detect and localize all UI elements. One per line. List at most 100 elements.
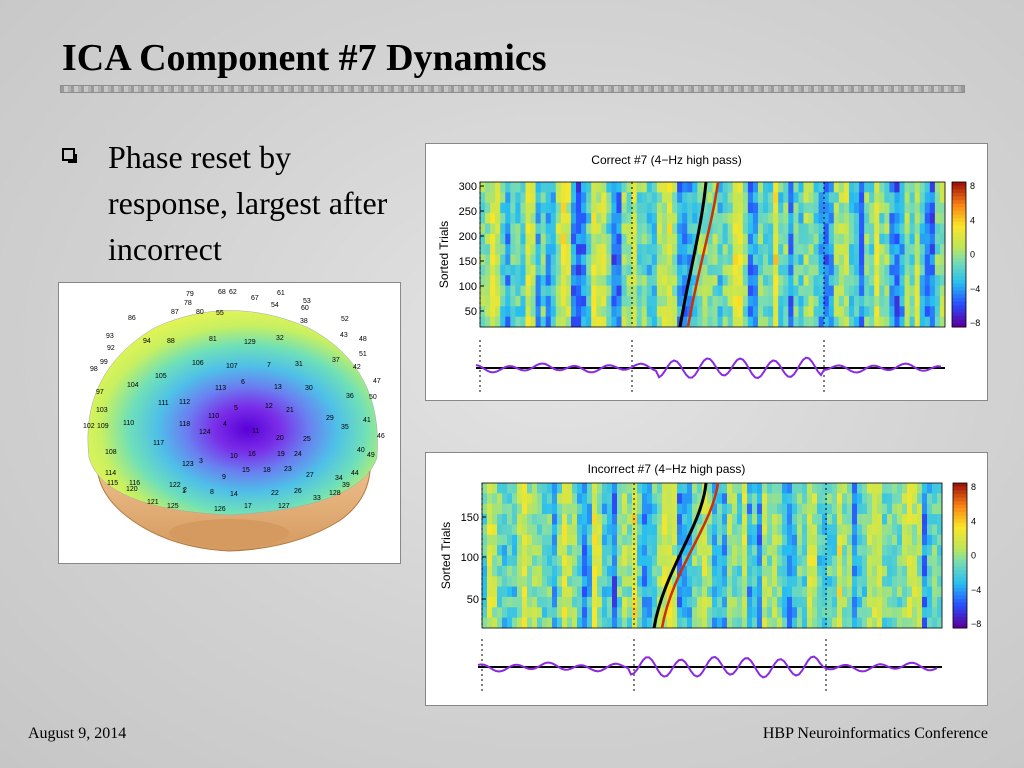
heatmap-cell [717,596,723,608]
heatmap-cell [914,295,921,307]
heatmap-cell [616,182,622,193]
heatmap-cell [611,213,617,224]
heatmap-cell [560,244,567,255]
heatmap-cell [637,534,643,546]
heatmap-cell [919,264,926,276]
heatmap-cell [777,576,783,587]
heatmap-cell [884,233,890,245]
heatmap-cell [572,493,578,505]
heatmap-cell [601,182,607,193]
heatmap-cell [677,223,683,235]
heatmap-cell [822,545,828,556]
heatmap-cell [552,514,558,525]
heatmap-cell [747,295,754,307]
heatmap-cell [783,192,789,204]
heatmap-cell [832,545,838,556]
heatmap-cell [565,244,572,255]
heatmap-cell [692,596,698,608]
heatmap-cell [879,233,885,245]
heatmap-cell [922,493,928,505]
heatmap-cell [717,264,724,276]
heatmap-cell [767,514,773,525]
heatmap-cell [919,295,926,307]
heatmap-cell [636,275,643,286]
heatmap-cell [545,233,552,245]
heatmap-cell [727,514,733,525]
heatmap-cell [732,285,739,297]
heatmap-cell [842,586,848,598]
heatmap-cell [682,503,688,515]
heatmap-cell [612,617,618,629]
heatmap-cell [737,182,744,193]
heatmap-cell [837,617,843,629]
heatmap-cell [510,275,516,286]
heatmap-cell [482,586,488,598]
heatmap-cell [586,233,592,245]
heatmap-cell [616,285,622,297]
heatmap-cell [606,202,612,214]
heatmap-cell [927,514,933,525]
heatmap-cell [732,524,738,536]
heatmap-cell [530,275,536,286]
heatmap-cell [591,223,597,235]
heatmap-cell [937,576,943,587]
heatmap-cell [797,483,803,494]
heatmap-cell [939,285,946,297]
heatmap-cell [537,607,543,619]
heatmap-cell [702,316,708,328]
heatmap-cell [929,316,936,328]
heatmap-cell [787,493,793,505]
heatmap-cell [485,192,491,204]
heatmap-cell [507,514,513,525]
heatmap-cell [647,565,653,577]
heatmap-cell [626,254,633,266]
heatmap-cell [932,524,938,536]
heatmap-cell [792,565,798,577]
heatmap-cell [722,545,728,556]
heatmap-cell [757,586,763,598]
heatmap-cell [637,545,643,556]
heatmap-cell [762,586,768,598]
heatmap-cell [702,524,708,536]
heatmap-cell [597,503,603,515]
electrode-label: 103 [96,407,108,414]
heatmap-cell [606,285,612,297]
heatmap-cell [889,192,895,204]
heatmap-cell [606,244,612,255]
heatmap-cell [540,202,547,214]
heatmap-cell [567,545,573,556]
heatmap-cell [869,275,875,286]
heatmap-cell [565,202,572,214]
heatmap-cell [929,213,936,224]
heatmap-cell [672,596,678,608]
heatmap-cell [924,202,931,214]
heatmap-cell [867,555,873,567]
heatmap-cell [927,503,933,515]
heatmap-cell [581,295,587,307]
heatmap-cell [793,316,799,328]
heatmap-cell [647,555,653,567]
heatmap-cell [817,545,823,556]
heatmap-cell [572,545,578,556]
footer-date: August 9, 2014 [28,725,127,742]
heatmap-cell [636,213,643,224]
heatmap-cell [621,254,627,266]
heatmap-cell [907,503,913,515]
heatmap-cell [641,316,648,328]
heatmap-cell [621,306,627,318]
heatmap-cell [530,285,536,297]
heatmap-cell [722,607,728,619]
heatmap-cell [897,483,903,494]
heatmap-cell [631,182,638,193]
heatmap-cell [642,545,648,556]
heatmap-cell [727,565,733,577]
heatmap-cell [627,586,633,598]
heatmap-cell [601,223,607,235]
heatmap-cell [747,534,753,546]
heatmap-cell [576,316,582,328]
heatmap-cell [586,295,592,307]
heatmap-cell [864,254,870,266]
heatmap-cell [637,555,643,567]
heatmap-cell [862,617,868,629]
